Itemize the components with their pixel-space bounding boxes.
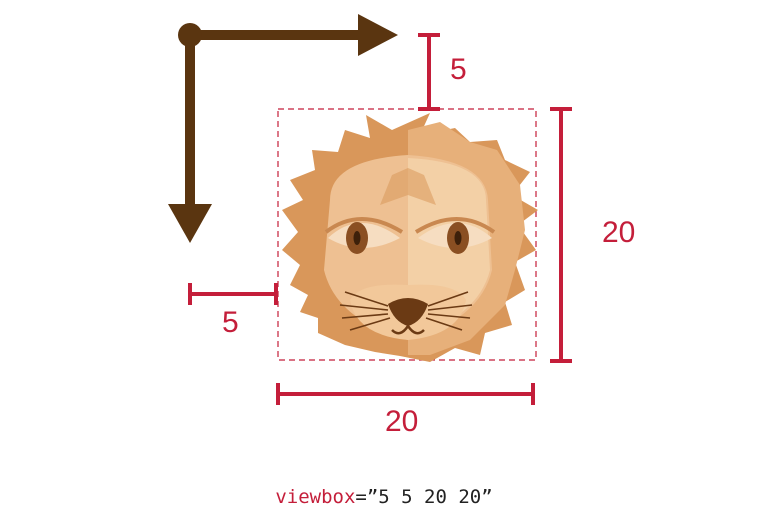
viewbox-equals-sign: = (355, 486, 367, 508)
viewbox-attribute-value: ”5 5 20 20” (366, 486, 493, 508)
coordinate-axes (168, 14, 398, 243)
lion-mouth (391, 323, 425, 335)
viewbox-boundary (277, 108, 537, 361)
x-axis-arrowhead (358, 14, 398, 56)
viewbox-attribute-name: viewbox (275, 486, 356, 508)
width-dimension: 20 (276, 383, 535, 438)
left-offset-dimension: 5 (188, 283, 278, 339)
lion-right-eye (414, 217, 496, 254)
left-offset-label: 5 (222, 306, 239, 339)
lion-face-illustration (282, 113, 538, 362)
top-offset-label: 5 (450, 53, 467, 86)
lion-nose (388, 298, 428, 326)
lion-whiskers (339, 291, 473, 331)
y-axis-arrowhead (168, 204, 212, 243)
viewbox-code-snippet: viewbox=”5 5 20 20” (0, 486, 768, 508)
top-offset-dimension: 5 (418, 33, 467, 111)
lion-left-eye (324, 217, 404, 254)
width-label: 20 (385, 405, 418, 438)
origin-dot (178, 23, 202, 47)
height-label: 20 (602, 216, 635, 249)
height-dimension: 20 (550, 107, 635, 363)
lion-forehead-tuft (380, 168, 436, 205)
